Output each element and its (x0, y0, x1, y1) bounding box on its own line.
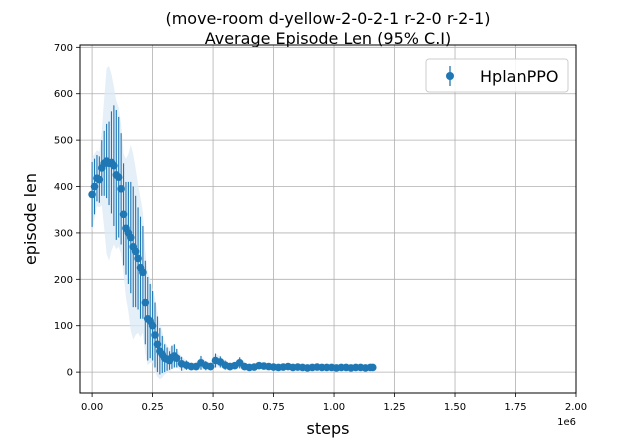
x-tick-label: 0.00 (81, 402, 103, 413)
x-axis-label: steps (307, 419, 350, 438)
y-tick-label: 100 (54, 321, 73, 332)
x-tick-label: 0.25 (141, 402, 163, 413)
ticks: 0.00 0.25 0.50 0.75 1.00 1.25 1.50 1.75 2.00 0 100… (54, 43, 587, 413)
data-point (148, 321, 157, 330)
data-point (127, 233, 135, 242)
legend-box (425, 58, 569, 93)
legend-point-marker (446, 72, 454, 80)
x-offset-label: 1e6 (557, 417, 576, 428)
data-point (90, 182, 99, 191)
plot-frame (79, 44, 577, 394)
data-point (151, 331, 159, 339)
legend-label-hplanppo: HplanPPO (480, 67, 558, 86)
chart-title-line1: (move-room d-yellow-2-0-2-1 r-2-0 r-2-1) (165, 9, 490, 28)
data-point (134, 254, 142, 263)
y-tick-label: 400 (54, 182, 73, 193)
data-point (368, 363, 377, 372)
data-point (131, 247, 140, 256)
y-tick-label: 500 (54, 136, 73, 147)
x-tick-label: 0.50 (202, 402, 224, 413)
data-point (114, 173, 123, 182)
x-tick-label: 1.75 (504, 402, 526, 413)
data-point (110, 161, 118, 170)
data-point (119, 210, 128, 219)
y-tick-label: 0 (67, 368, 73, 379)
y-tick-label: 200 (54, 275, 73, 286)
data-point (88, 190, 96, 199)
data-point (172, 354, 181, 363)
y-tick-label: 300 (54, 228, 73, 239)
data-point (139, 268, 147, 277)
data-point (141, 298, 150, 307)
x-tick-label: 1.25 (383, 402, 405, 413)
x-tick-label: 1.00 (323, 402, 345, 413)
data-points (88, 157, 377, 372)
data-point (117, 185, 125, 193)
y-tick-label: 600 (54, 89, 73, 100)
y-axis-label: episode len (21, 173, 40, 265)
x-tick-label: 1.50 (444, 402, 466, 413)
data-point (206, 362, 215, 371)
data-point (95, 175, 104, 184)
chart-title-line2: Average Episode Len (95% C.I) (205, 29, 452, 48)
error-bars (91, 105, 374, 375)
y-tick-label: 700 (54, 43, 73, 54)
x-tick-label: 2.00 (565, 402, 587, 413)
data-point (153, 340, 162, 349)
legend: HplanPPO (425, 58, 569, 93)
x-tick-label: 0.75 (262, 402, 284, 413)
